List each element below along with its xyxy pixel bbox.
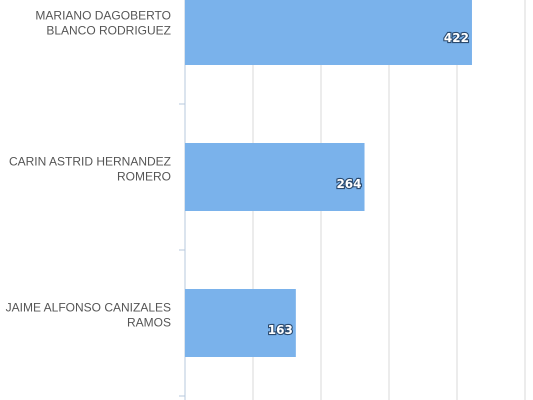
category-label: CARIN ASTRID HERNANDEZ ROMERO	[9, 155, 171, 184]
bar	[185, 143, 365, 211]
data-label: 163	[268, 323, 293, 337]
category-label-line: BLANCO RODRIGUEZ	[46, 24, 171, 38]
category-label: MARIANO DAGOBERTO BLANCO RODRIGUEZ	[35, 9, 171, 38]
category-label-line: ROMERO	[117, 170, 171, 184]
category-axis	[179, 0, 186, 400]
category-label-line: RAMOS	[127, 316, 171, 330]
category-label: JAIME ALFONSO CANIZALES RAMOS	[6, 301, 171, 330]
labels: 422 MARIANO DAGOBERTO BLANCO RODRIGUEZ 264 C…	[6, 9, 470, 339]
category-label-line: JAIME ALFONSO CANIZALES	[6, 301, 171, 315]
bar	[185, 289, 296, 357]
category-label-line: MARIANO DAGOBERTO	[35, 9, 171, 23]
data-label: 422	[444, 31, 469, 45]
data-label: 264	[336, 177, 361, 191]
bar	[185, 0, 472, 65]
bars	[185, 0, 472, 357]
category-label-line: CARIN ASTRID HERNANDEZ	[9, 155, 171, 169]
